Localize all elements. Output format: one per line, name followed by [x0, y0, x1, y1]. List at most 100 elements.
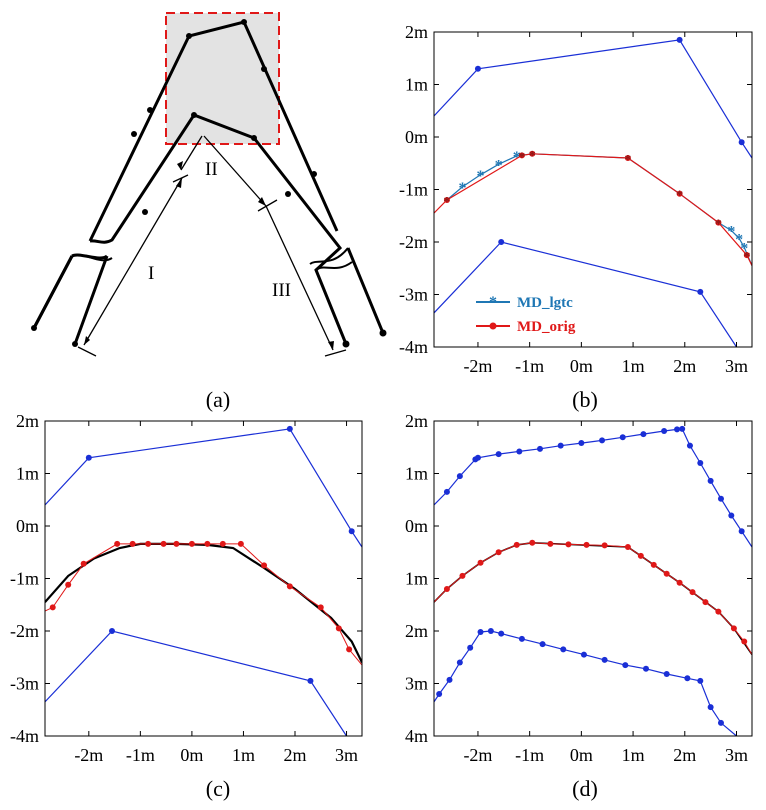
y-tick-label: -3m	[10, 674, 39, 694]
data-point	[715, 219, 722, 226]
corridor-seam	[71, 247, 353, 271]
caption-d: (d)	[572, 776, 598, 801]
legend-box	[470, 287, 618, 339]
x-tick-label: 3m	[725, 745, 748, 765]
data-point	[261, 562, 268, 569]
data-point	[459, 572, 466, 579]
data-point-star: *	[529, 149, 536, 164]
data-point	[129, 540, 136, 547]
x-tick-label: 2m	[673, 356, 696, 376]
x-tick-label: -1m	[126, 745, 155, 765]
series-line	[434, 630, 737, 736]
data-point	[676, 579, 683, 586]
series-line	[434, 39, 752, 159]
data-point-star: *	[715, 218, 722, 233]
series-outer-wall	[45, 425, 362, 548]
legend: * MD_lgtc MD_orig	[470, 287, 618, 339]
data-point	[317, 604, 324, 611]
caption-c: (c)	[206, 776, 230, 801]
data-point	[443, 197, 450, 203]
data-point	[619, 434, 626, 441]
data-point	[219, 540, 226, 547]
data-point	[173, 540, 180, 547]
plot-area: *** ** **** * ****	[434, 36, 752, 347]
caption-b: (b)	[572, 387, 598, 412]
y-tick-label: 0m	[16, 516, 39, 536]
y-tick-label: -3m	[399, 285, 428, 305]
y-tick-label: 3m	[405, 674, 428, 694]
data-point	[518, 635, 525, 642]
y-tick-label: 2m	[405, 22, 428, 42]
data-point	[697, 677, 704, 684]
data-point	[557, 442, 564, 449]
data-point	[109, 628, 116, 634]
data-point	[599, 437, 606, 444]
data-point	[663, 570, 670, 577]
data-point	[547, 540, 554, 547]
data-point	[529, 539, 536, 546]
segment-label-3: III	[272, 280, 291, 301]
data-point	[730, 625, 737, 632]
data-point	[348, 528, 355, 535]
data-point	[676, 190, 683, 197]
data-point	[640, 431, 647, 438]
data-point	[529, 150, 536, 157]
y-tick-label: -1m	[10, 569, 39, 589]
x-tick-label: 2m	[283, 745, 306, 765]
data-point	[622, 662, 629, 669]
data-point-star: *	[743, 250, 750, 265]
x-tick-label: 1m	[622, 745, 645, 765]
data-point-star: *	[443, 195, 450, 210]
x-tick-label: -2m	[74, 745, 103, 765]
data-point	[707, 704, 714, 711]
data-point	[679, 425, 686, 432]
data-point	[145, 540, 152, 547]
data-point	[495, 451, 502, 458]
data-point	[477, 629, 484, 636]
data-point	[697, 288, 704, 295]
y-tick-label: 2m	[405, 411, 428, 431]
series-line	[434, 542, 752, 655]
x-tick-label: 1m	[622, 356, 645, 376]
data-point	[539, 641, 546, 648]
data-point-star: *	[518, 150, 525, 165]
data-point	[624, 544, 631, 550]
x-tick-label: 3m	[335, 745, 358, 765]
data-point	[474, 65, 481, 72]
y-tick-label: -1m	[399, 180, 428, 200]
data-point	[689, 589, 696, 596]
data-point	[741, 638, 748, 645]
series-inner-wall	[45, 628, 348, 736]
data-point	[204, 540, 211, 547]
data-point-star: *	[458, 180, 466, 197]
data-point	[286, 583, 293, 590]
data-point	[560, 646, 567, 653]
y-tick-label: 1m	[405, 464, 428, 484]
data-point	[487, 628, 494, 634]
series-resampled	[434, 539, 752, 655]
y-tick-label: 0m	[405, 127, 428, 147]
arrow-heads	[84, 161, 334, 350]
data-point	[80, 560, 87, 567]
y-tick-label: 0m	[405, 516, 428, 536]
x-tick-label: 3m	[725, 356, 748, 376]
data-point	[477, 559, 484, 566]
data-point	[684, 675, 691, 682]
data-point	[707, 477, 714, 484]
data-point	[717, 495, 724, 502]
legend-label-orig: MD_orig	[517, 319, 576, 335]
data-point	[443, 488, 450, 495]
series-polyline	[45, 540, 362, 666]
series-line	[45, 630, 348, 736]
data-point	[495, 549, 502, 556]
series-md_lgtc: *** ** **	[446, 149, 752, 266]
series-outer-wall	[434, 36, 752, 159]
data-point	[467, 644, 474, 651]
data-point	[513, 541, 520, 548]
data-point	[686, 442, 693, 449]
schematic-panel: I II III	[31, 12, 387, 357]
x-tick-label: 1m	[232, 745, 255, 765]
data-point-star: *	[735, 231, 743, 248]
data-point-star: *	[727, 223, 735, 240]
outer-wall-path	[32, 20, 385, 334]
